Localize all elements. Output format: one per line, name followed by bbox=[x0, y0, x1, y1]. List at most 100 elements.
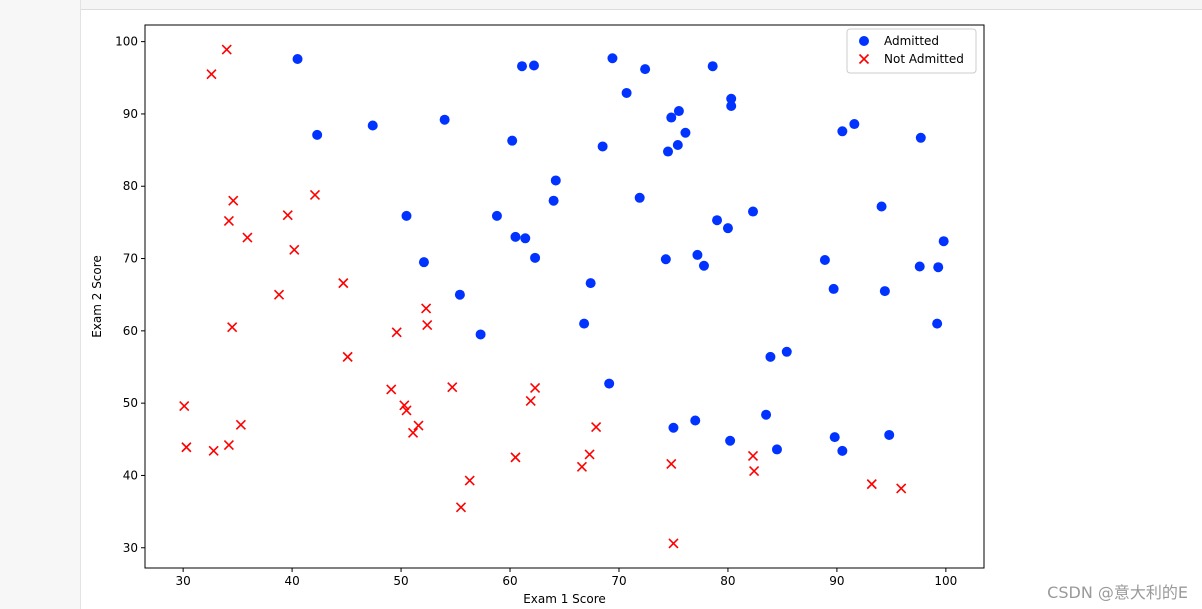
admitted-point bbox=[884, 429, 895, 440]
x-tick-label: 100 bbox=[934, 574, 957, 588]
admitted-point bbox=[548, 195, 559, 206]
x-tick-label: 60 bbox=[502, 574, 517, 588]
not-admitted-point bbox=[273, 289, 285, 300]
not-admitted-point bbox=[666, 458, 677, 469]
legend-admitted-marker bbox=[859, 36, 869, 46]
admitted-point bbox=[604, 378, 615, 389]
admitted-point bbox=[454, 289, 465, 300]
legend-box bbox=[846, 28, 977, 74]
admitted-point bbox=[668, 422, 679, 433]
not-admitted-point bbox=[338, 278, 349, 289]
not-admitted-point bbox=[584, 449, 595, 460]
admitted-point bbox=[401, 210, 412, 221]
not-admitted-point bbox=[399, 400, 410, 411]
legend-admitted-label: Admitted bbox=[884, 34, 939, 48]
admitted-point bbox=[707, 61, 718, 72]
x-axis-label: Exam 1 Score bbox=[523, 592, 606, 606]
admitted-point bbox=[765, 351, 776, 362]
x-tick-label: 70 bbox=[611, 574, 626, 588]
admitted-point bbox=[634, 192, 645, 203]
admitted-point bbox=[530, 252, 541, 263]
admitted-point bbox=[876, 201, 887, 212]
not-admitted-point bbox=[510, 452, 521, 463]
admitted-point bbox=[640, 64, 651, 75]
admitted-point bbox=[520, 233, 531, 244]
admitted-point bbox=[849, 119, 860, 130]
admitted-point bbox=[672, 140, 683, 151]
not-admitted-point bbox=[413, 420, 424, 431]
not-admitted-point bbox=[309, 189, 321, 200]
not-admitted-point bbox=[866, 479, 877, 490]
legend-not-admitted-label: Not Admitted bbox=[884, 52, 964, 66]
watermark-text: CSDN @意大利的E bbox=[1047, 583, 1188, 602]
not-admitted-point bbox=[242, 232, 253, 243]
y-axis-label: Exam 2 Score bbox=[90, 255, 104, 338]
not-admitted-point bbox=[668, 538, 679, 549]
not-admitted-point bbox=[407, 427, 419, 438]
admitted-point bbox=[439, 114, 450, 125]
cell-top-border bbox=[81, 0, 1202, 10]
admitted-point bbox=[491, 210, 502, 221]
not-admitted-point bbox=[282, 210, 293, 221]
admitted-point bbox=[663, 146, 674, 157]
admitted-point bbox=[932, 318, 943, 329]
x-tick-label: 80 bbox=[720, 574, 735, 588]
admitted-point bbox=[771, 444, 782, 455]
notebook-gutter bbox=[0, 0, 81, 609]
scatter-chart: 30 40 50 60 70 80 90 100 30 40 50 60 70 80 90 100 Exam 1… bbox=[90, 24, 985, 606]
not-admitted-point bbox=[228, 195, 239, 206]
x-tick-label: 50 bbox=[393, 574, 408, 588]
y-tick-label: 40 bbox=[123, 468, 138, 482]
admitted-point bbox=[726, 100, 737, 111]
not-admitted-point bbox=[342, 351, 353, 362]
x-tick-label: 90 bbox=[829, 574, 844, 588]
not-admitted-point bbox=[747, 450, 759, 461]
not-admitted-point bbox=[455, 502, 467, 513]
not-admitted-point bbox=[386, 384, 397, 395]
admitted-point bbox=[510, 231, 521, 242]
admitted-point bbox=[722, 223, 733, 234]
admitted-point bbox=[938, 236, 949, 247]
admitted-point bbox=[914, 261, 925, 272]
y-tick-label: 70 bbox=[123, 252, 138, 266]
not-admitted-point bbox=[576, 461, 587, 472]
admitted-point bbox=[507, 135, 518, 146]
y-tick-label: 30 bbox=[123, 541, 138, 555]
admitted-point bbox=[673, 106, 684, 117]
admitted-point bbox=[829, 432, 840, 443]
admitted-point bbox=[550, 175, 561, 186]
not-admitted-point bbox=[447, 382, 458, 393]
not-admitted-point bbox=[223, 440, 234, 451]
y-tick-label: 60 bbox=[123, 324, 138, 338]
admitted-point bbox=[837, 126, 848, 137]
x-tick-label: 30 bbox=[175, 574, 190, 588]
admitted-point bbox=[725, 435, 736, 446]
admitted-point bbox=[781, 346, 792, 357]
y-tick-label: 100 bbox=[115, 35, 138, 49]
admitted-point bbox=[585, 278, 596, 289]
not-admitted-point bbox=[208, 445, 219, 456]
admitted-point bbox=[607, 53, 618, 64]
not-admitted-point bbox=[525, 395, 536, 407]
admitted-point bbox=[579, 318, 590, 329]
admitted-point bbox=[819, 254, 830, 265]
not-admitted-point bbox=[401, 405, 412, 416]
admitted-point bbox=[837, 445, 848, 456]
admitted-point bbox=[828, 283, 839, 294]
cell-output-area: 30 40 50 60 70 80 90 100 30 40 50 60 70 80 90 100 Exam 1… bbox=[81, 10, 1202, 609]
not-admitted-point bbox=[289, 244, 300, 255]
y-tick-label: 90 bbox=[123, 107, 138, 121]
admitted-point bbox=[660, 254, 671, 265]
x-tick-label: 40 bbox=[284, 574, 299, 588]
admitted-point bbox=[597, 141, 608, 152]
admitted-point bbox=[418, 257, 429, 268]
admitted-point bbox=[692, 249, 703, 260]
admitted-point bbox=[475, 329, 486, 340]
not-admitted-point bbox=[227, 322, 238, 333]
legend-not-admitted-marker bbox=[858, 53, 870, 65]
admitted-point bbox=[680, 127, 691, 138]
not-admitted-point bbox=[391, 327, 402, 338]
admitted-point bbox=[528, 60, 539, 71]
not-admitted-point bbox=[421, 303, 432, 314]
admitted-point bbox=[879, 286, 890, 297]
